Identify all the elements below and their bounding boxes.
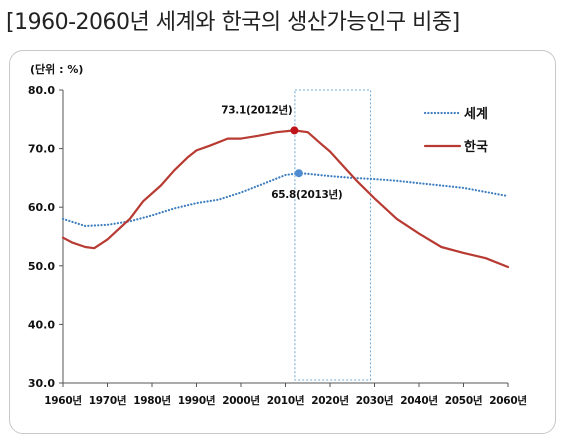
legend-label: 한국 [464,139,488,155]
y-tick-label: 80.0 [28,84,55,97]
x-tick-label: 1960년 [44,394,81,407]
legend-label: 세계 [464,107,488,122]
annotation-label: 65.8(2013년) [271,188,342,201]
y-tick-label: 50.0 [28,260,55,273]
page-title: [1960-2060년 세계와 한국의 생산가능인구 비중] [6,10,460,35]
chart-panel [9,50,556,434]
y-tick-label: 70.0 [28,143,55,156]
annotation-marker [290,126,299,135]
x-tick-label: 1970년 [89,394,126,407]
x-tick-label: 2050년 [445,394,482,407]
x-tick-label: 2000년 [222,394,259,407]
x-tick-label: 1980년 [133,394,170,407]
x-tick-label: 2010년 [267,394,304,407]
unit-label: (단위 : %) [30,62,83,76]
series-line-world [61,172,510,228]
x-tick-label: 2020년 [311,394,348,407]
annotation-label: 73.1(2012년) [221,103,292,116]
y-tick-label: 40.0 [28,318,55,331]
y-tick-label: 60.0 [28,201,55,214]
x-tick-label: 2060년 [489,394,526,407]
series-line-korea [61,129,510,269]
highlight-box [294,89,372,381]
y-tick-label: 30.0 [28,377,55,390]
x-tick-label: 2030년 [356,394,393,407]
x-tick-label: 1990년 [178,394,215,407]
annotation-marker [294,169,303,178]
x-tick-label: 2040년 [400,394,437,407]
